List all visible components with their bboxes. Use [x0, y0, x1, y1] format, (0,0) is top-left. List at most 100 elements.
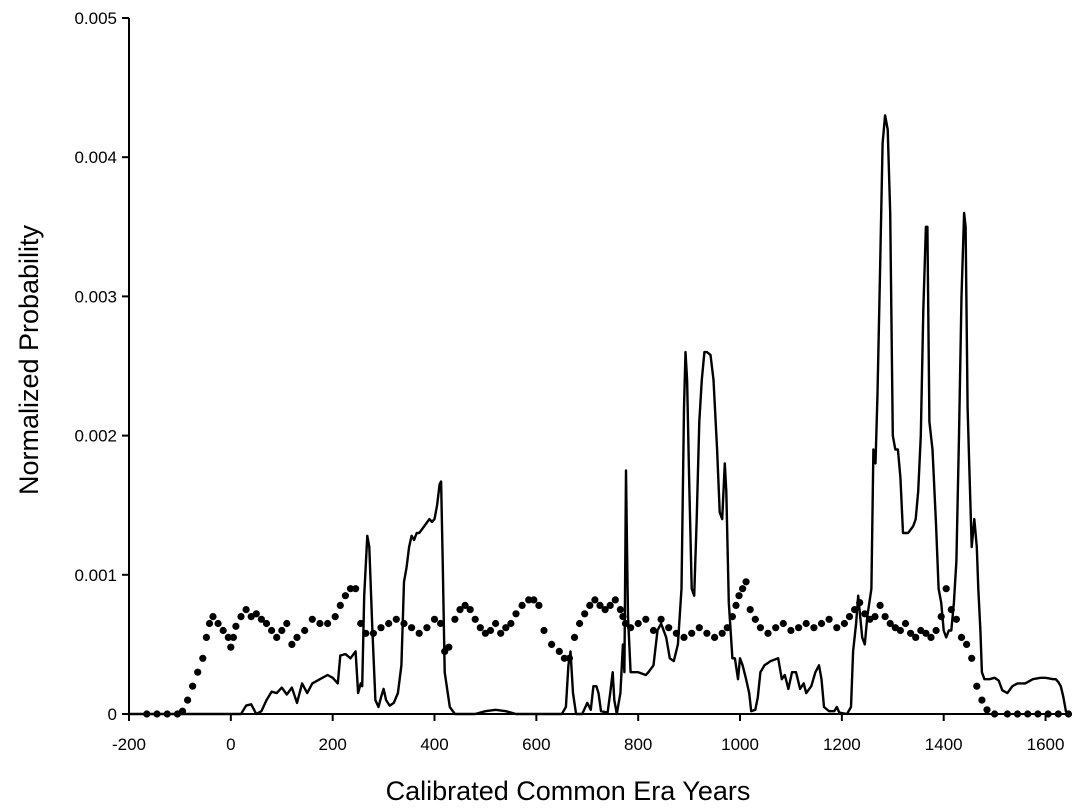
- series-dot-point: [392, 615, 400, 623]
- series-dot-point: [471, 615, 479, 623]
- series-dot-point: [825, 615, 833, 623]
- series-dot-point: [601, 606, 609, 614]
- series-dot-point: [586, 601, 594, 610]
- series-dot-point: [346, 585, 355, 593]
- series-dot-point: [377, 624, 385, 632]
- series-dot-point: [886, 619, 894, 628]
- series-dot-point: [518, 601, 526, 610]
- series-dot-point: [756, 624, 765, 632]
- series-dot-point: [611, 596, 619, 604]
- series-dot-point: [606, 601, 614, 610]
- y-axis-title: Normalized Probability: [14, 224, 44, 495]
- series-dot-point: [369, 629, 377, 637]
- series-dot-point: [907, 629, 915, 637]
- series-dot-point: [649, 626, 658, 635]
- series-dot-point: [184, 696, 192, 704]
- series-dot-point: [616, 606, 625, 614]
- series-dot-point: [833, 624, 841, 632]
- series-dot-point: [718, 629, 726, 637]
- series-dot-point: [871, 613, 879, 621]
- series-dot-point: [732, 601, 740, 610]
- series-dot-point: [555, 647, 563, 656]
- series-dot-point: [576, 619, 584, 628]
- series-dot-point: [308, 615, 316, 623]
- series-dot-point: [214, 619, 222, 628]
- series-dot-point: [947, 606, 955, 614]
- series-dot-point: [205, 619, 214, 628]
- series-dot-point: [963, 640, 971, 649]
- series-dot-point: [466, 606, 474, 614]
- series-dot-point: [194, 668, 202, 676]
- y-tick-label: 0.005: [74, 9, 117, 28]
- series-dot-point: [621, 619, 630, 628]
- series-dot-point: [486, 626, 495, 635]
- series-dot-point: [209, 613, 217, 621]
- series-dot-point: [331, 613, 339, 621]
- series-dot-point: [525, 596, 533, 604]
- series-dot-point: [497, 629, 505, 637]
- y-tick-label: 0.001: [74, 566, 117, 585]
- series-dot-point: [301, 626, 309, 635]
- series-dot-point: [362, 629, 370, 637]
- series-dot-point: [728, 613, 737, 621]
- series-dot-point: [952, 615, 961, 623]
- series-dot-point: [876, 601, 884, 610]
- series-dot-point: [772, 624, 780, 632]
- series-dot-point: [232, 622, 240, 630]
- x-tick-label: 1200: [823, 735, 861, 754]
- series-dot-point: [851, 606, 859, 614]
- series-dot-point: [507, 619, 515, 628]
- series-dot-point: [336, 601, 344, 610]
- series-dot-point: [581, 610, 589, 618]
- series-dot-point: [237, 613, 245, 621]
- series-dot-point: [437, 619, 445, 628]
- series-dot-point: [512, 610, 520, 618]
- series-dot-point: [596, 601, 604, 610]
- series-dot-point: [224, 633, 232, 642]
- series-dot-point: [627, 624, 635, 632]
- x-tick-label: 1000: [721, 735, 759, 754]
- series-dot-point: [983, 706, 991, 714]
- series-dot-point: [570, 633, 579, 642]
- series-dot-point: [451, 615, 459, 623]
- series-dot-point: [324, 619, 332, 628]
- ticks: 0 0.001 0.002 0.003 0.004 0.005 -200 0 200 400 600…: [74, 9, 1064, 754]
- series-dot-point: [746, 606, 754, 614]
- y-tick-label: 0: [108, 705, 117, 724]
- series-dot-point: [739, 585, 747, 593]
- series-dot-point: [787, 626, 795, 635]
- series-dot-point: [202, 633, 210, 642]
- series-dot-point: [978, 696, 986, 704]
- series-dot-point: [268, 626, 276, 635]
- series-dot-point: [415, 629, 423, 637]
- series-dot-point: [735, 592, 743, 600]
- series-dot-point: [957, 633, 966, 642]
- series-dot-point: [901, 619, 910, 628]
- series-dot-point: [273, 633, 281, 642]
- series-dot-point: [896, 626, 905, 635]
- series-dot-point: [293, 633, 301, 642]
- series-dot-point: [703, 629, 711, 637]
- series-dot-point: [288, 640, 296, 649]
- series-dot-point: [861, 610, 869, 618]
- series-dot-point: [408, 624, 416, 632]
- series-dot-point: [492, 619, 500, 628]
- series-dot-point: [795, 624, 803, 632]
- series-dot-point: [695, 624, 703, 632]
- series-dot-point: [385, 619, 393, 628]
- series-dot-point: [262, 619, 271, 628]
- series-dot-point: [810, 624, 818, 632]
- series-dot-point: [742, 578, 750, 586]
- series-line-solid: [129, 114, 1070, 716]
- x-tick-label: 1400: [925, 735, 963, 754]
- series-dot-point: [942, 585, 950, 593]
- series-dot-point: [476, 624, 484, 632]
- series-dot-point: [932, 626, 940, 635]
- series-dot-point: [723, 624, 731, 632]
- series-dot-point: [229, 633, 237, 642]
- series-dot-point: [283, 619, 291, 628]
- x-tick-label: 0: [226, 735, 235, 754]
- y-tick-label: 0.004: [74, 148, 117, 167]
- series-dot-point: [341, 592, 349, 600]
- series-dot-point: [530, 596, 538, 604]
